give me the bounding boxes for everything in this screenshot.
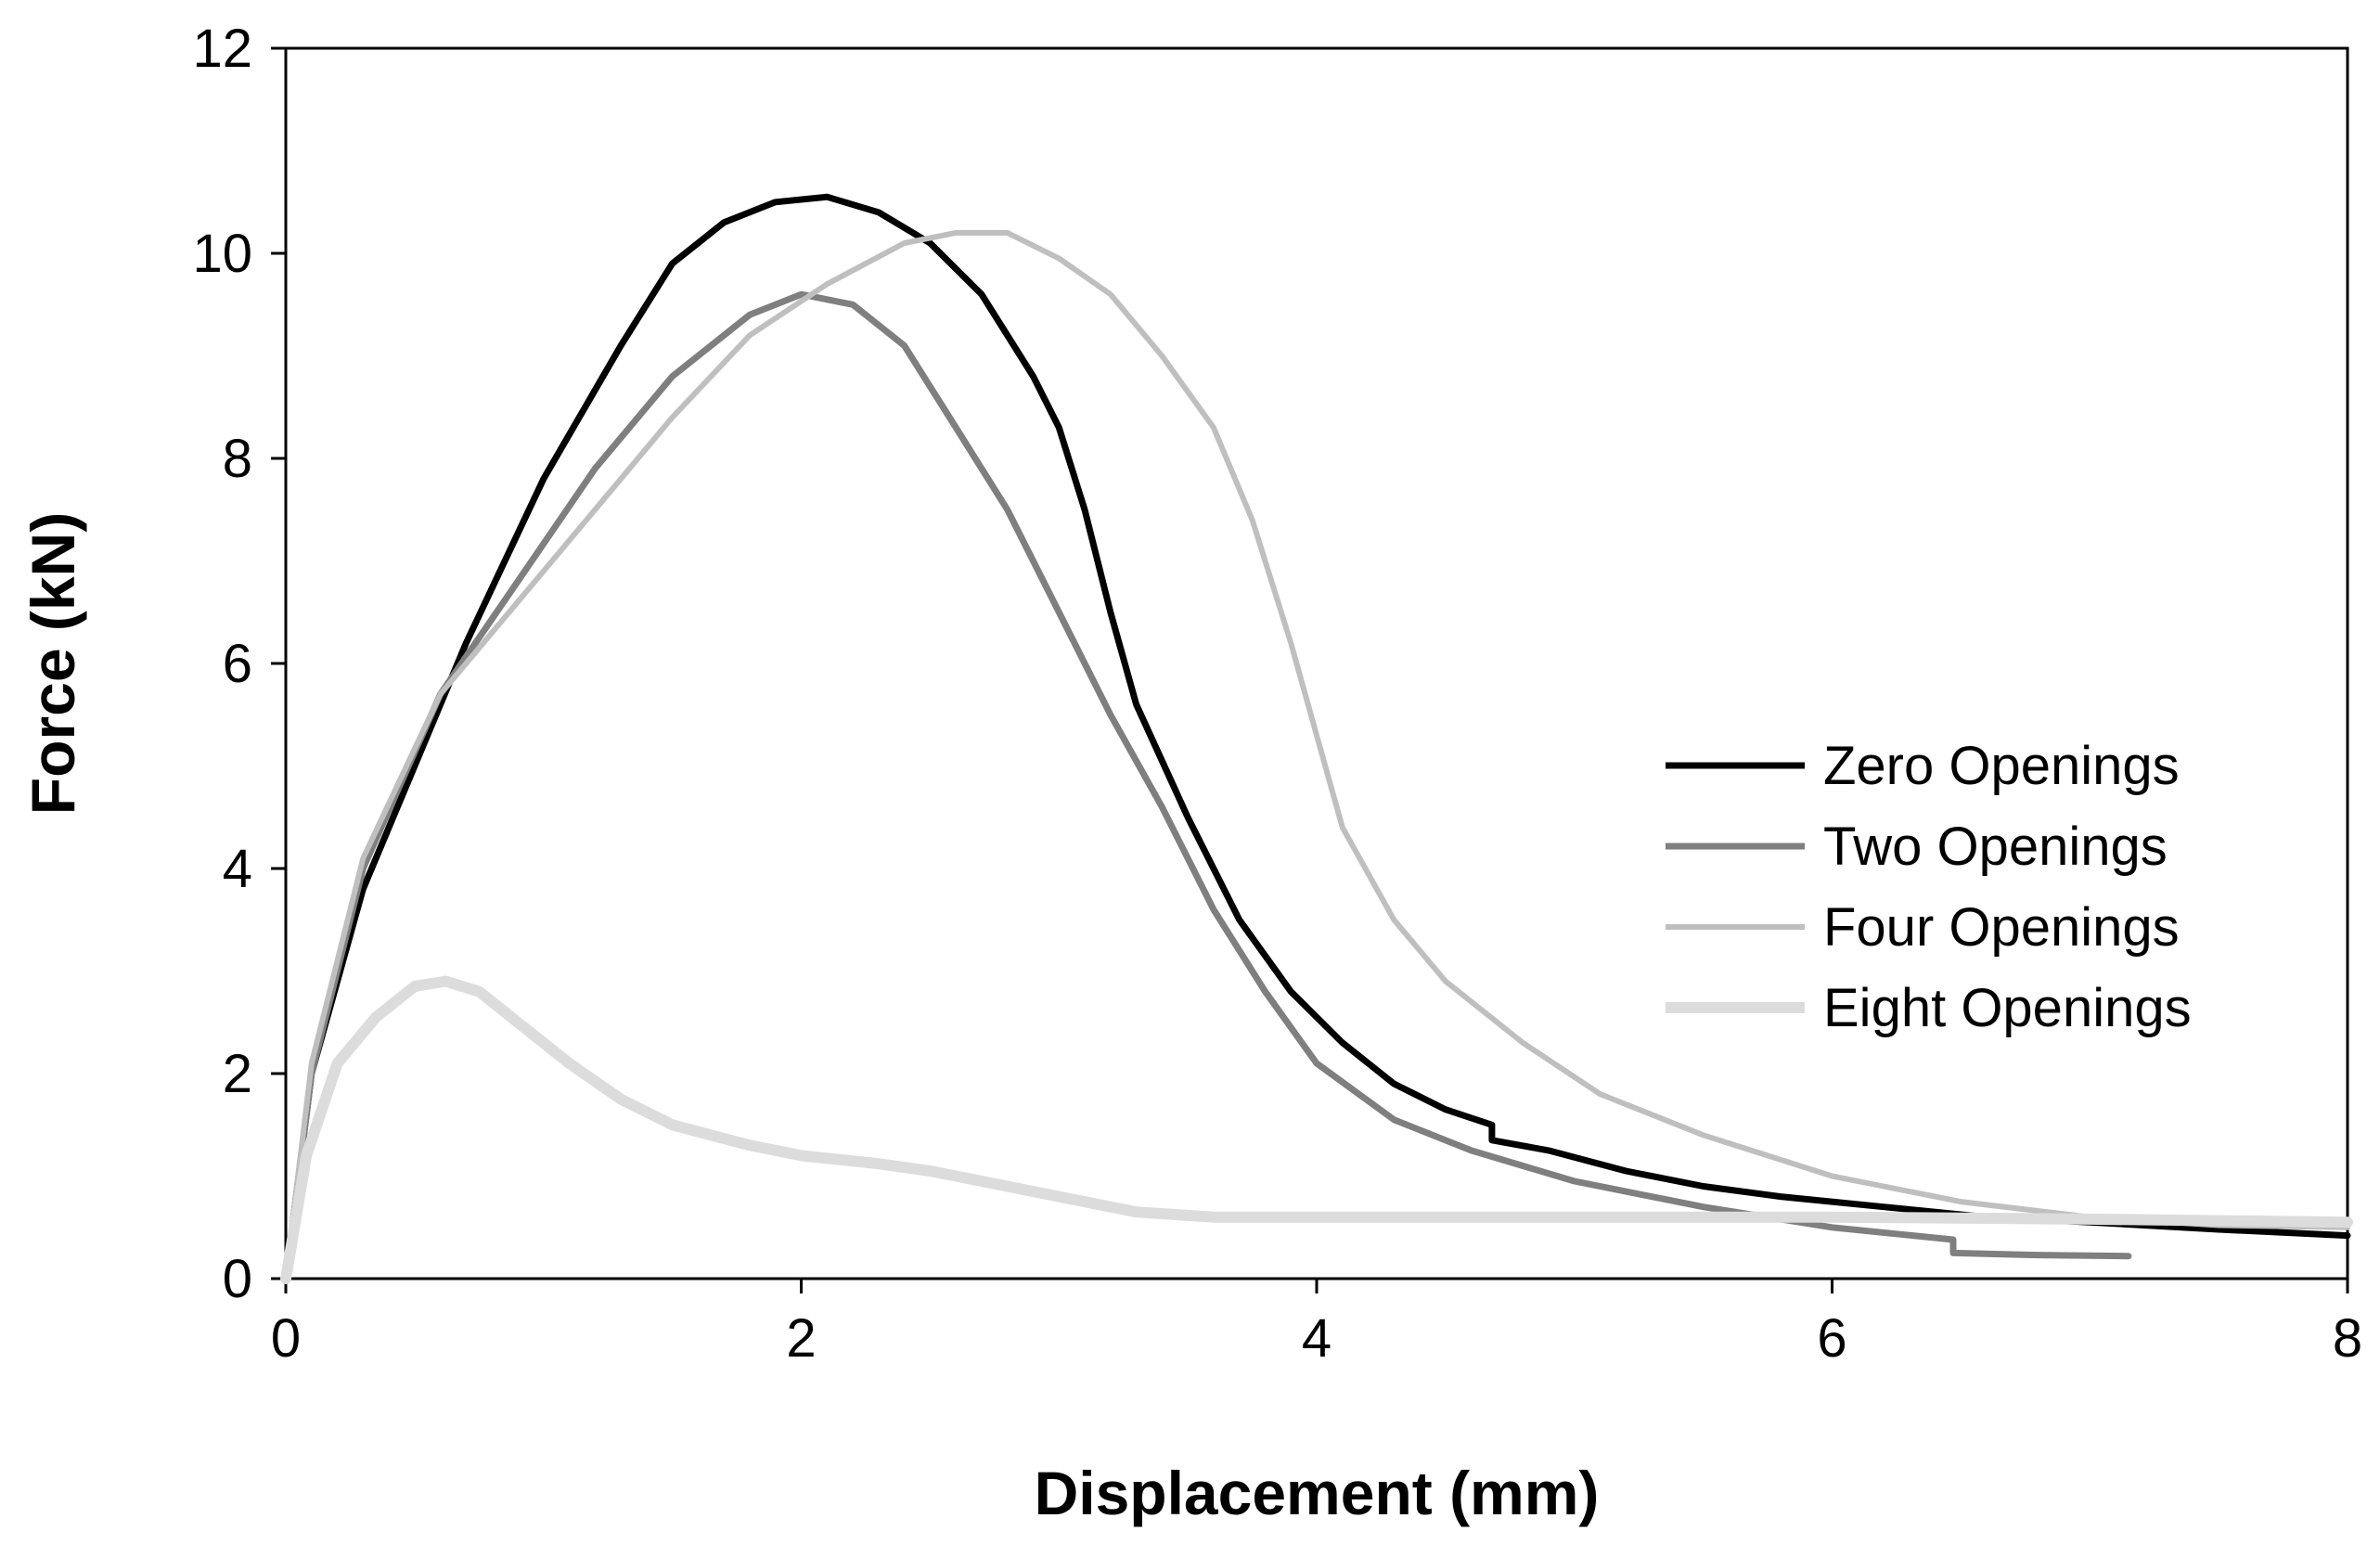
y-tick-label: 12 bbox=[192, 19, 252, 79]
y-tick-label: 0 bbox=[223, 1249, 252, 1309]
series-line-eight-openings bbox=[280, 975, 2353, 1284]
y-tick-label: 6 bbox=[223, 634, 252, 694]
y-tick-label: 2 bbox=[223, 1044, 252, 1104]
series-line-zero-openings bbox=[282, 193, 2351, 1282]
x-tick-label: 2 bbox=[786, 1308, 816, 1369]
series-line-four-openings bbox=[283, 229, 2350, 1281]
x-tick-label: 0 bbox=[271, 1308, 301, 1369]
y-tick-label: 10 bbox=[192, 224, 252, 284]
y-tick-label: 8 bbox=[223, 429, 252, 489]
x-tick-label: 4 bbox=[1302, 1308, 1332, 1369]
x-tick-label: 6 bbox=[1817, 1308, 1846, 1369]
x-tick-label: 8 bbox=[2333, 1308, 2362, 1369]
legend-label: Zero Openings bbox=[1823, 736, 2180, 796]
y-tick-label: 4 bbox=[223, 839, 252, 899]
y-axis-title: Force (kN) bbox=[19, 512, 87, 815]
plot-area-border bbox=[284, 46, 2349, 1280]
legend-label: Two Openings bbox=[1823, 817, 2168, 877]
legend-label: Eight Openings bbox=[1823, 978, 2192, 1038]
x-axis-title: Displacement (mm) bbox=[1035, 1459, 1600, 1527]
legend-label: Four Openings bbox=[1823, 897, 2180, 958]
